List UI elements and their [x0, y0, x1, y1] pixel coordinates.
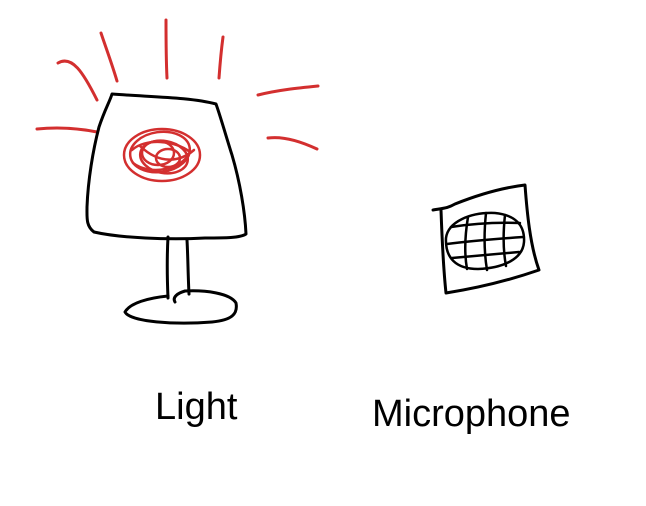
lamp-icon [35, 18, 320, 325]
microphone-label: Microphone [372, 393, 571, 435]
microphone-icon [431, 183, 541, 295]
microphone-frame [431, 183, 541, 295]
lamp-shade [85, 92, 248, 241]
lamp-base [123, 289, 238, 325]
light-label: Light [155, 386, 238, 428]
microphone-grille-lines [445, 211, 525, 272]
microphone-grille-outline [444, 211, 526, 271]
lamp-stem [165, 235, 191, 300]
bulb-scribble [122, 127, 202, 183]
light-rays [35, 18, 320, 151]
